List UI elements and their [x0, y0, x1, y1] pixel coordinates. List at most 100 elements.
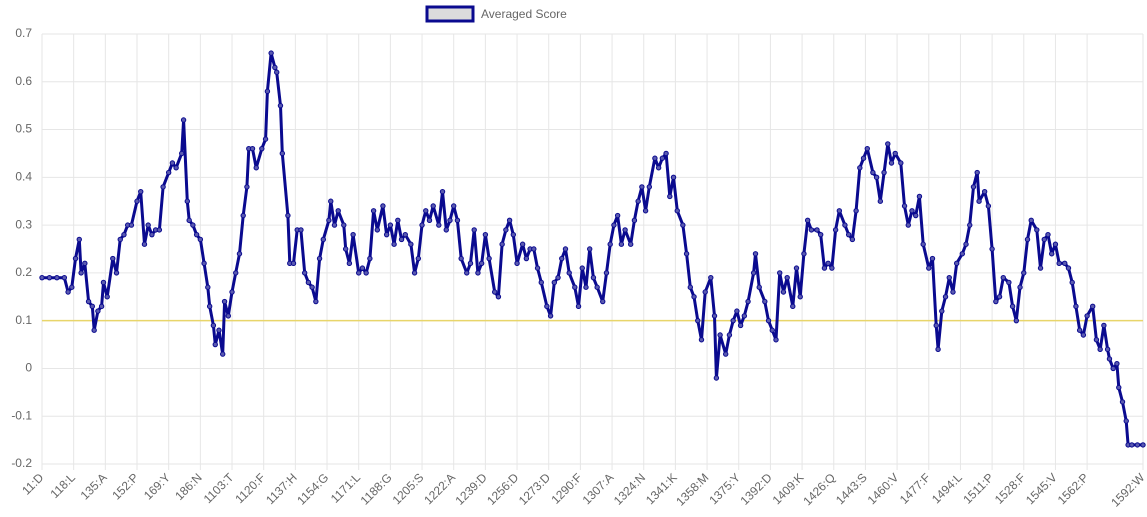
x-tick-label: 1443:S [833, 470, 870, 507]
point [1056, 260, 1062, 267]
point [259, 145, 265, 152]
legend[interactable]: Averaged Score [425, 5, 567, 23]
point [741, 313, 748, 319]
point [996, 294, 1003, 300]
point [873, 174, 880, 181]
point [611, 222, 617, 228]
points [39, 50, 1146, 448]
point [1024, 236, 1031, 243]
point [210, 322, 217, 329]
point [201, 260, 207, 267]
point [423, 208, 429, 214]
point [249, 145, 256, 152]
point [916, 193, 923, 200]
point [790, 303, 796, 310]
x-tick-label: 1528:F [992, 470, 1028, 506]
point [622, 227, 628, 233]
x-tick-label: 1103:T [201, 470, 237, 506]
point [89, 303, 95, 310]
point [503, 227, 509, 233]
y-tick-label: 0 [25, 361, 32, 375]
point [538, 279, 544, 286]
point [523, 255, 530, 262]
y-tick-label: -0.2 [11, 456, 32, 470]
point [551, 279, 558, 286]
point [268, 50, 274, 56]
point [1013, 317, 1020, 324]
point [274, 69, 280, 75]
point [667, 193, 673, 200]
point [316, 255, 323, 262]
point [160, 184, 166, 190]
x-tick-label: 152:P [109, 470, 141, 502]
point [587, 246, 593, 252]
x-tick-label: 1592:W [1108, 470, 1147, 510]
point [864, 145, 870, 152]
x-tick-label: 1375:Y [706, 470, 743, 507]
point [1017, 284, 1023, 290]
point [491, 289, 498, 295]
point [419, 222, 425, 228]
point [341, 222, 347, 228]
point [363, 270, 369, 276]
x-tick-label: 186:N [172, 470, 205, 503]
point [1104, 346, 1111, 353]
point [933, 322, 939, 329]
point [320, 236, 327, 243]
point [1110, 365, 1116, 372]
point [451, 203, 457, 209]
point [149, 231, 155, 238]
x-tick-label: 1460:V [865, 470, 902, 507]
point [464, 270, 470, 276]
point [1028, 217, 1034, 224]
y-tick-label: -0.1 [11, 408, 32, 422]
point [745, 298, 751, 305]
point [117, 236, 123, 243]
point [408, 241, 414, 247]
point [976, 198, 982, 204]
point [506, 217, 513, 224]
point [808, 227, 815, 233]
point [888, 160, 895, 166]
point [717, 332, 723, 338]
point [750, 270, 757, 276]
point [1129, 442, 1135, 448]
point [367, 255, 373, 262]
point [680, 222, 686, 228]
point [967, 222, 973, 228]
point [1140, 442, 1146, 448]
point [1037, 265, 1044, 271]
point [939, 308, 945, 314]
x-tick-label: 1273:D [516, 470, 553, 507]
point [885, 141, 891, 147]
point [1049, 251, 1055, 257]
point [594, 284, 600, 290]
point [898, 160, 904, 166]
point [165, 169, 172, 176]
point [845, 231, 852, 238]
point [398, 236, 405, 243]
x-tick-label: 11:D [19, 470, 46, 497]
x-tick-label: 1392:D [738, 470, 775, 507]
point [193, 231, 200, 238]
point [1114, 360, 1120, 367]
x-tick-label: 1171:L [328, 470, 363, 505]
point [531, 246, 537, 252]
point [780, 289, 787, 295]
point [85, 298, 92, 305]
series-line [42, 51, 1143, 447]
point [935, 346, 941, 353]
point [695, 317, 701, 324]
point [173, 165, 179, 171]
point [233, 270, 239, 276]
point [519, 241, 526, 247]
point [54, 274, 60, 281]
point [482, 231, 489, 238]
point [639, 184, 645, 190]
point [777, 270, 783, 276]
point [642, 208, 649, 214]
point [264, 88, 271, 95]
point [1106, 356, 1113, 362]
y-tick-label: 0.1 [15, 313, 32, 327]
